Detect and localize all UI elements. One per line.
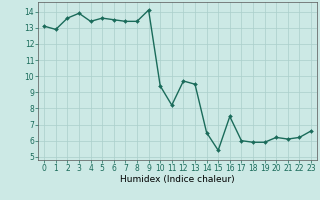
X-axis label: Humidex (Indice chaleur): Humidex (Indice chaleur) <box>120 175 235 184</box>
